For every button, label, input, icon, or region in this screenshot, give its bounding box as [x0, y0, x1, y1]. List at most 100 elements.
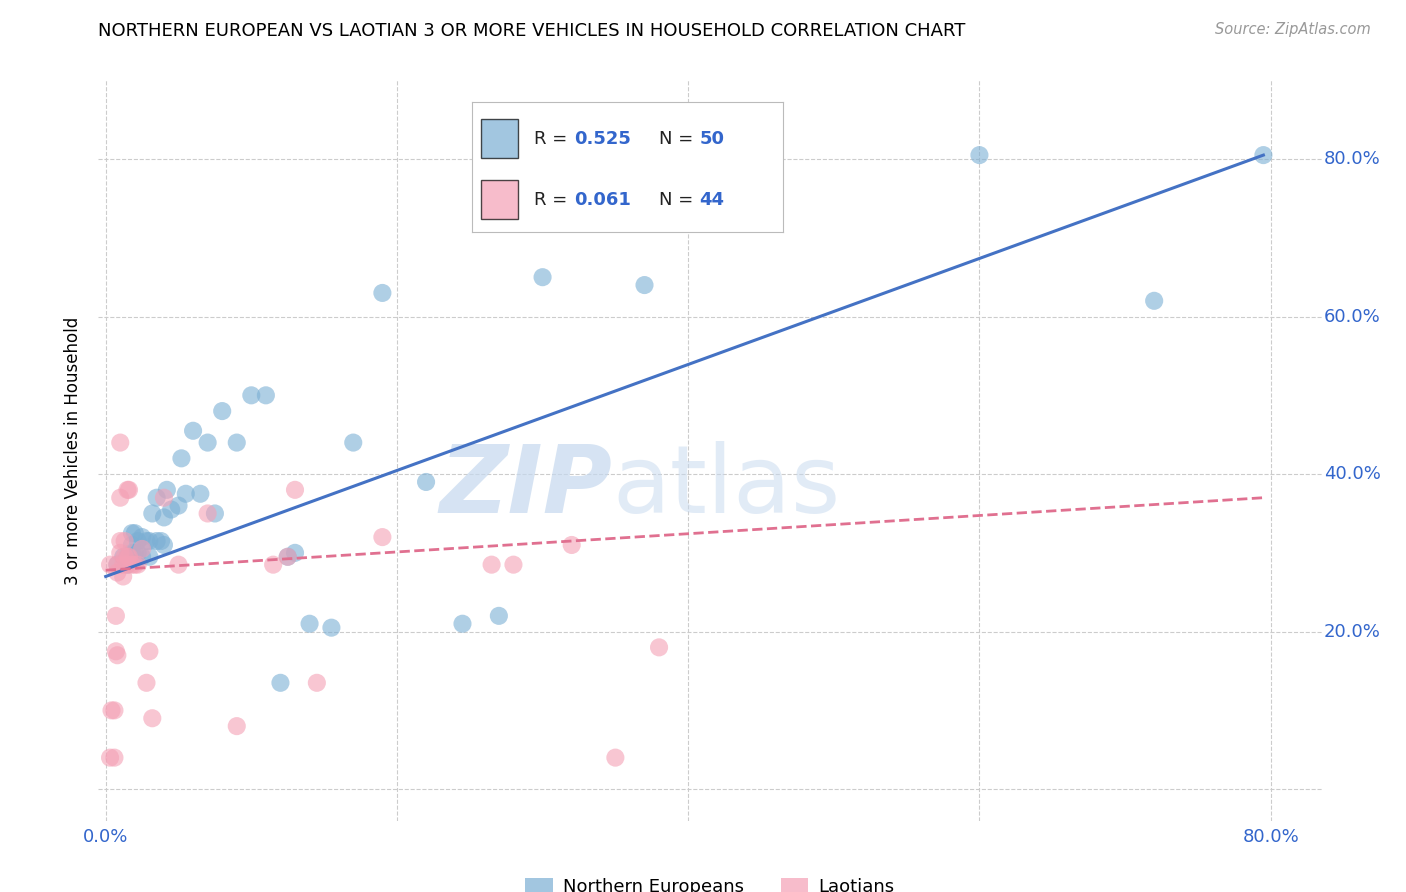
Point	[117, 483, 139, 497]
Point	[103, 750, 125, 764]
Point	[240, 388, 263, 402]
Point	[131, 549, 153, 564]
Point	[197, 435, 219, 450]
Text: atlas: atlas	[612, 442, 841, 533]
Point	[131, 541, 153, 556]
Point	[105, 648, 128, 663]
Point	[145, 534, 167, 549]
Text: 80.0%: 80.0%	[1324, 150, 1381, 168]
Point	[284, 546, 307, 560]
Point	[104, 644, 127, 658]
Point	[321, 621, 343, 635]
Point	[174, 487, 197, 501]
Point	[145, 491, 167, 505]
Point	[124, 558, 146, 572]
Point	[138, 534, 160, 549]
Point	[211, 404, 233, 418]
Point	[100, 703, 122, 717]
Point	[181, 424, 204, 438]
Point	[110, 491, 132, 505]
Point	[969, 148, 991, 162]
Point	[156, 483, 179, 497]
Point	[98, 558, 121, 572]
Point	[127, 558, 149, 572]
Point	[225, 719, 247, 733]
Point	[1253, 148, 1275, 162]
Point	[1143, 293, 1166, 308]
Point	[269, 675, 291, 690]
Point	[371, 285, 394, 300]
Text: 20.0%: 20.0%	[1324, 623, 1381, 640]
Point	[135, 534, 157, 549]
Point	[298, 616, 321, 631]
Point	[160, 502, 183, 516]
Point	[121, 558, 143, 572]
Point	[277, 549, 299, 564]
Point	[127, 546, 149, 560]
Point	[225, 435, 247, 450]
Point	[488, 608, 510, 623]
Point	[605, 750, 627, 764]
Y-axis label: 3 or more Vehicles in Household: 3 or more Vehicles in Household	[65, 317, 83, 584]
Point	[127, 534, 149, 549]
Point	[103, 703, 125, 717]
Point	[110, 435, 132, 450]
Point	[531, 270, 554, 285]
Point	[342, 435, 364, 450]
Text: NORTHERN EUROPEAN VS LAOTIAN 3 OR MORE VEHICLES IN HOUSEHOLD CORRELATION CHART: NORTHERN EUROPEAN VS LAOTIAN 3 OR MORE V…	[98, 22, 966, 40]
Point	[114, 534, 136, 549]
Point	[371, 530, 394, 544]
Point	[153, 538, 176, 552]
Point	[114, 549, 136, 564]
Point	[124, 546, 146, 560]
Point	[118, 549, 141, 564]
Point	[167, 558, 190, 572]
Point	[141, 507, 163, 521]
Point	[135, 675, 157, 690]
Point	[415, 475, 437, 489]
Point	[648, 640, 671, 655]
Point	[150, 534, 173, 549]
Point	[98, 750, 121, 764]
Point	[117, 549, 139, 564]
Point	[117, 558, 139, 572]
Point	[254, 388, 277, 402]
Text: 60.0%: 60.0%	[1324, 308, 1381, 326]
Point	[284, 483, 307, 497]
Point	[124, 526, 146, 541]
Point	[105, 558, 128, 572]
Point	[502, 558, 524, 572]
Point	[112, 549, 135, 564]
Text: 40.0%: 40.0%	[1324, 465, 1381, 483]
Point	[104, 608, 127, 623]
Point	[153, 510, 176, 524]
Point	[153, 491, 176, 505]
Point	[112, 569, 135, 583]
Point	[451, 616, 474, 631]
Point	[121, 526, 143, 541]
Point	[117, 549, 139, 564]
Text: Source: ZipAtlas.com: Source: ZipAtlas.com	[1215, 22, 1371, 37]
Point	[197, 507, 219, 521]
Point	[188, 487, 212, 501]
Text: ZIP: ZIP	[439, 442, 612, 533]
Point	[167, 499, 190, 513]
Point	[141, 711, 163, 725]
Point	[481, 558, 503, 572]
Point	[105, 566, 128, 580]
Point	[112, 558, 135, 572]
Point	[118, 483, 141, 497]
Point	[121, 538, 143, 552]
Point	[138, 549, 160, 564]
Point	[131, 530, 153, 544]
Point	[117, 558, 139, 572]
Point	[170, 451, 193, 466]
Point	[110, 546, 132, 560]
Point	[204, 507, 226, 521]
Point	[105, 558, 128, 572]
Point	[277, 549, 299, 564]
Point	[561, 538, 583, 552]
Legend: Northern Europeans, Laotians: Northern Europeans, Laotians	[519, 871, 901, 892]
Point	[305, 675, 328, 690]
Point	[138, 644, 160, 658]
